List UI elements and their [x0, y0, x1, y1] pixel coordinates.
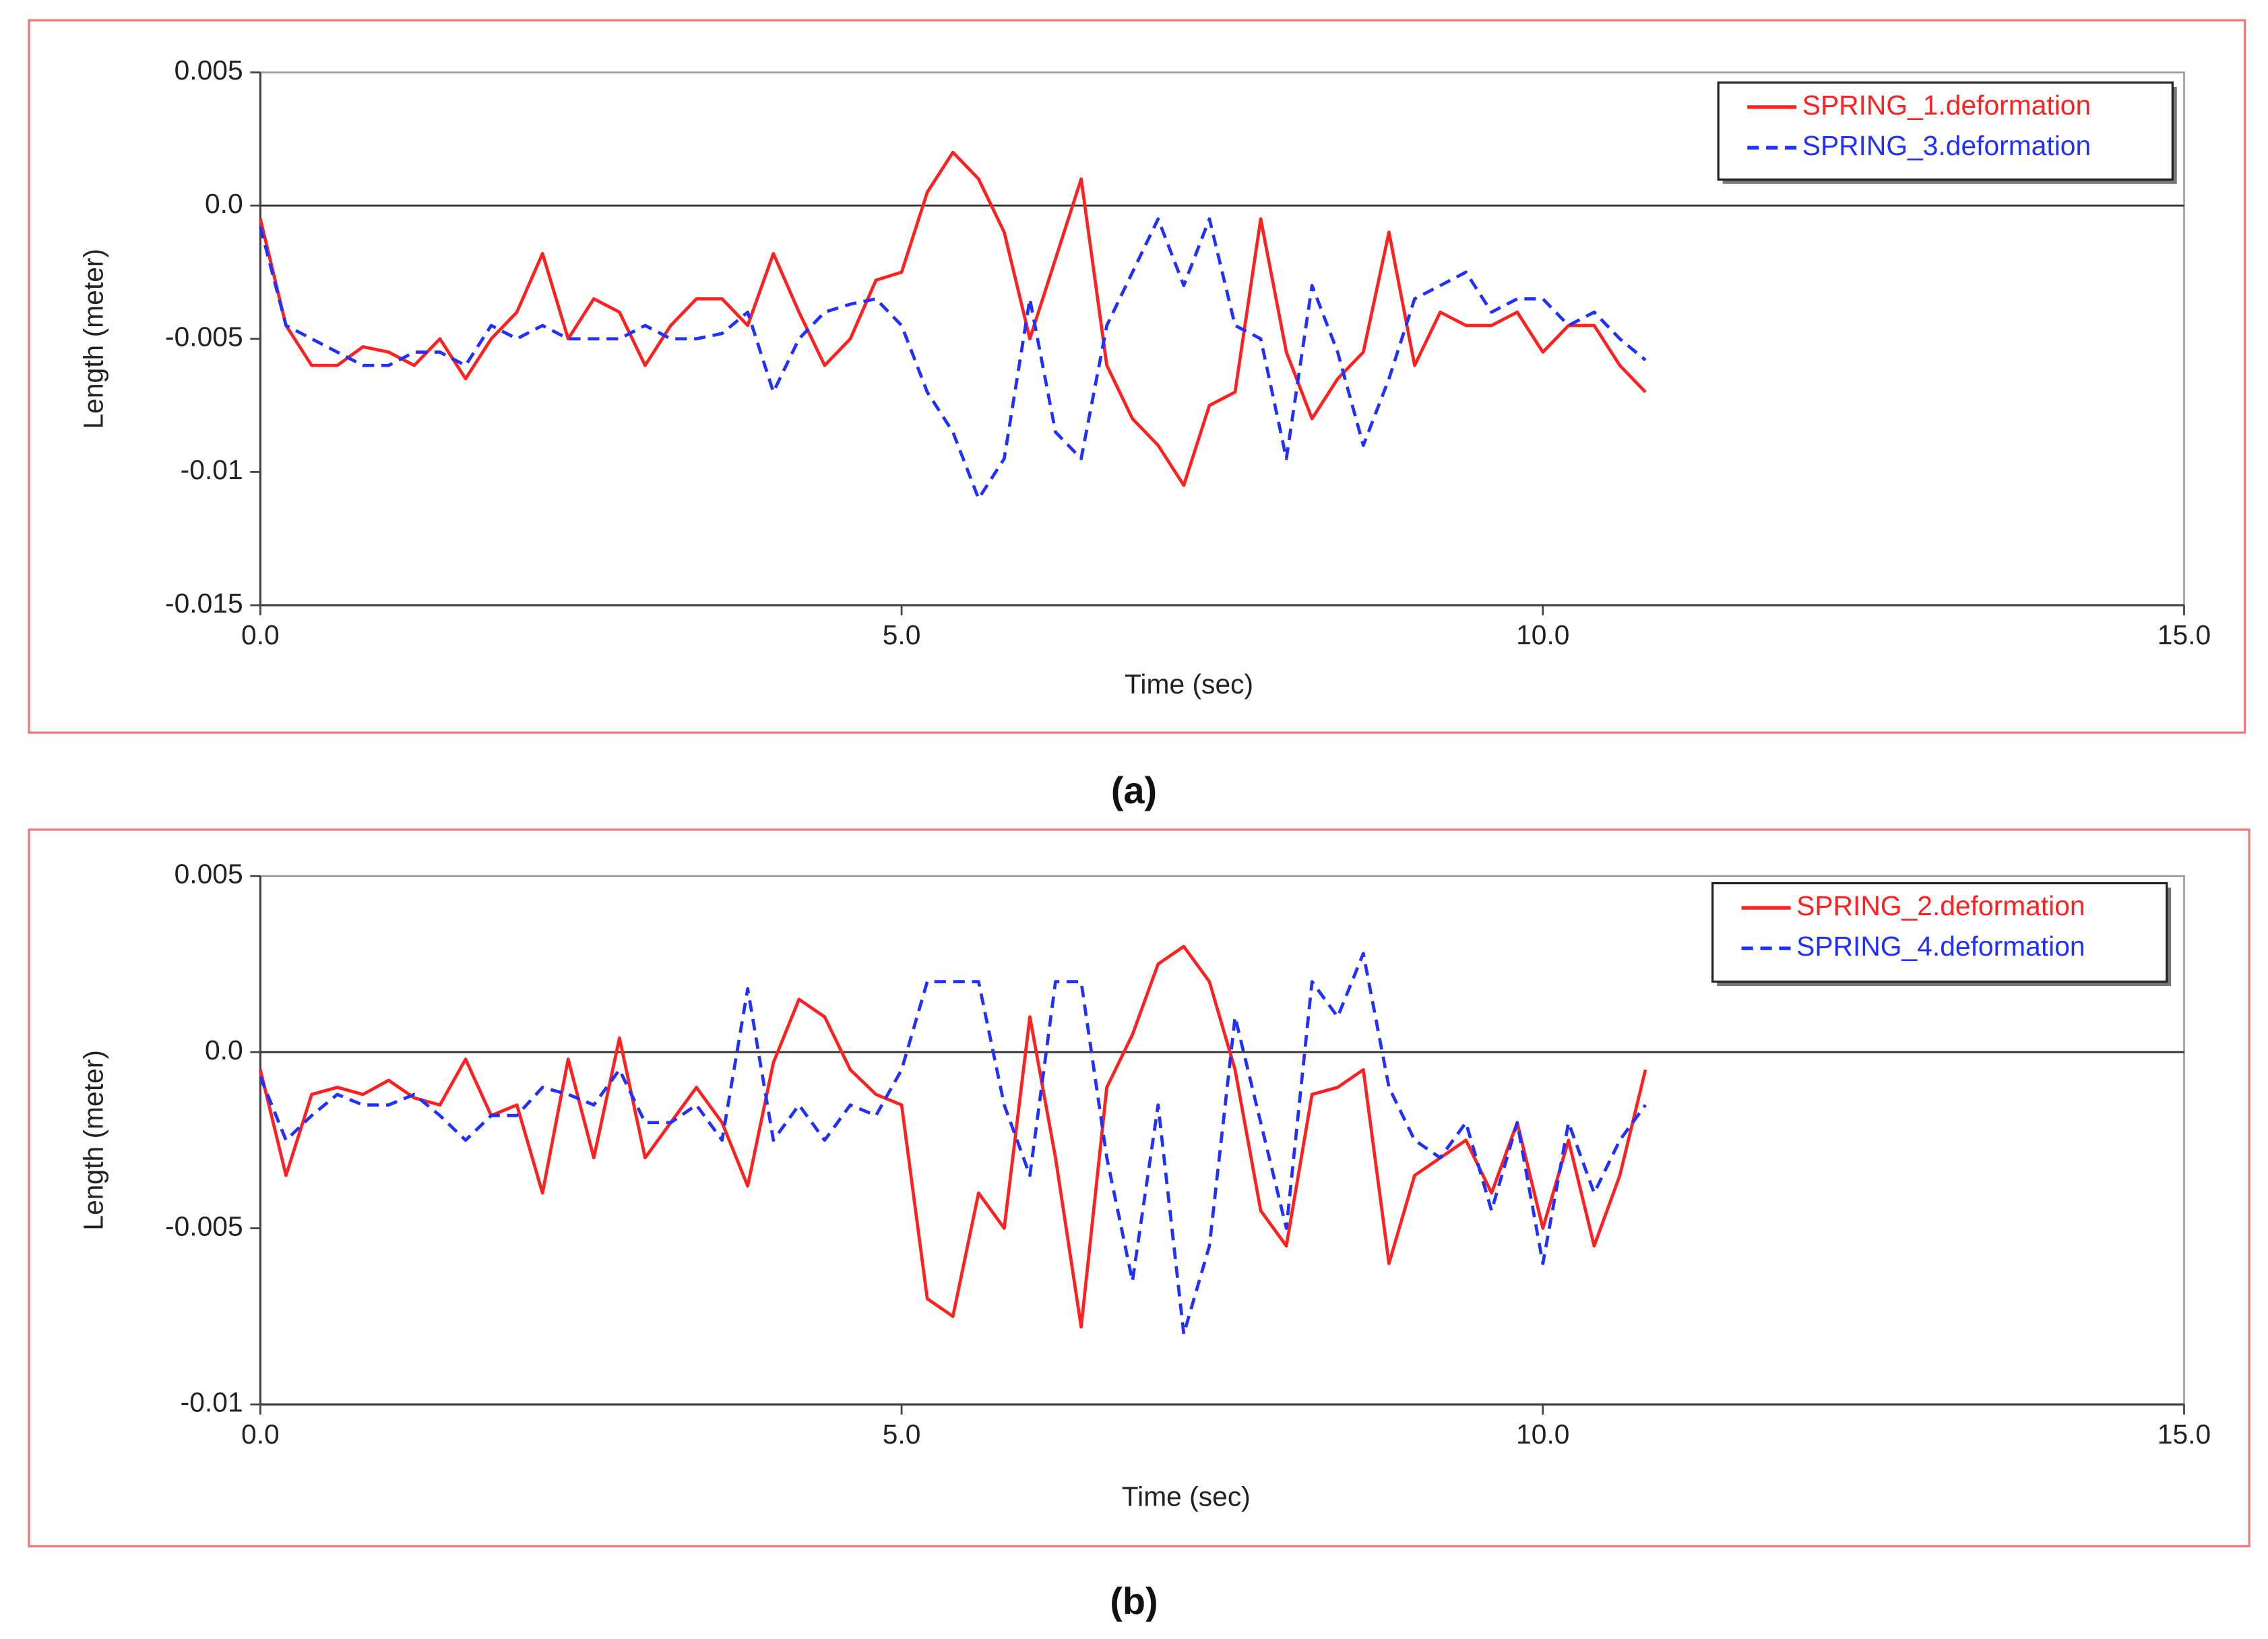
- legend-label: SPRING_3.deformation: [1802, 130, 2091, 161]
- x-tick-label: 10.0: [1516, 1419, 1569, 1450]
- y-tick-label: 0.005: [175, 55, 243, 86]
- panel-border: [28, 19, 2246, 734]
- y-axis-label: Length (meter): [77, 1050, 108, 1231]
- caption: (b): [1110, 1580, 1158, 1622]
- x-axis-label: Time (sec): [1122, 1481, 1251, 1512]
- x-tick-label: 10.0: [1516, 619, 1569, 650]
- x-tick-label: 0.0: [241, 1419, 280, 1450]
- y-tick-label: 0.0: [205, 1034, 243, 1065]
- y-axis-label: Length (meter): [77, 249, 108, 429]
- legend-label: SPRING_1.deformation: [1802, 90, 2091, 121]
- series-line: [259, 217, 1647, 501]
- series-line: [259, 952, 1647, 1336]
- series-line: [259, 150, 1647, 487]
- y-tick-label: 0.005: [175, 859, 243, 890]
- y-tick-label: -0.01: [181, 454, 243, 485]
- legend-box: [1717, 81, 2174, 181]
- x-tick-label: 15.0: [2157, 619, 2211, 650]
- x-tick-label: 0.0: [241, 619, 280, 650]
- y-tick-label: -0.01: [181, 1387, 243, 1418]
- panel-border: [28, 828, 2250, 1548]
- y-tick-label: -0.015: [165, 588, 243, 619]
- legend-label: SPRING_2.deformation: [1796, 890, 2085, 921]
- legend-label: SPRING_4.deformation: [1796, 931, 2085, 962]
- x-tick-label: 5.0: [883, 1419, 921, 1450]
- x-axis-label: Time (sec): [1125, 669, 1253, 700]
- legend-box: [1711, 882, 2168, 983]
- y-tick-label: -0.005: [165, 1210, 243, 1241]
- y-tick-label: 0.0: [205, 188, 243, 219]
- y-tick-label: -0.005: [165, 321, 243, 352]
- x-tick-label: 15.0: [2157, 1419, 2211, 1450]
- caption: (a): [1111, 769, 1157, 811]
- x-tick-label: 5.0: [883, 619, 921, 650]
